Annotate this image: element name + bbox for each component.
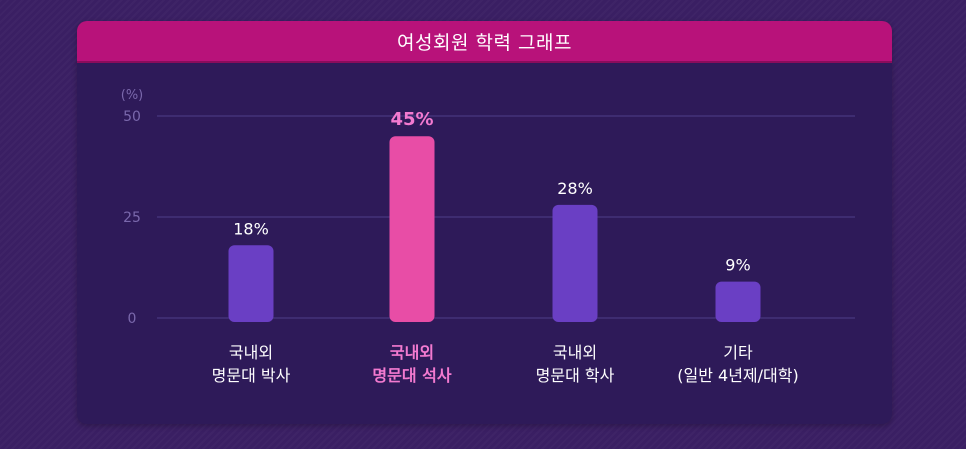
bar xyxy=(228,245,274,322)
category-label: 국내외 xyxy=(553,343,597,362)
bar xyxy=(389,136,435,322)
category-label: 국내외 xyxy=(390,343,434,362)
category-label: 명문대 학사 xyxy=(536,366,615,385)
category-label: 명문대 석사 xyxy=(372,366,451,385)
data-label: 45% xyxy=(390,109,433,130)
chart-header: 여성회원 학력 그래프 xyxy=(77,21,892,63)
bar xyxy=(552,204,598,322)
y-tick-label: 25 xyxy=(123,210,141,226)
chart-title: 여성회원 학력 그래프 xyxy=(397,31,572,54)
data-label: 18% xyxy=(233,219,269,238)
category-label: 기타 xyxy=(723,343,753,362)
category-label: 명문대 박사 xyxy=(212,366,291,385)
y-tick-label: 0 xyxy=(128,311,137,327)
category-label: (일반 4년제/대학) xyxy=(677,366,798,385)
data-label: 28% xyxy=(557,179,593,198)
chart-panel: 여성회원 학력 그래프 xyxy=(77,21,892,424)
bar xyxy=(715,281,761,322)
y-tick-label: 50 xyxy=(123,109,141,125)
category-label: 국내외 xyxy=(229,343,273,362)
y-unit-label: (%) xyxy=(121,88,144,103)
data-label: 9% xyxy=(725,256,750,275)
